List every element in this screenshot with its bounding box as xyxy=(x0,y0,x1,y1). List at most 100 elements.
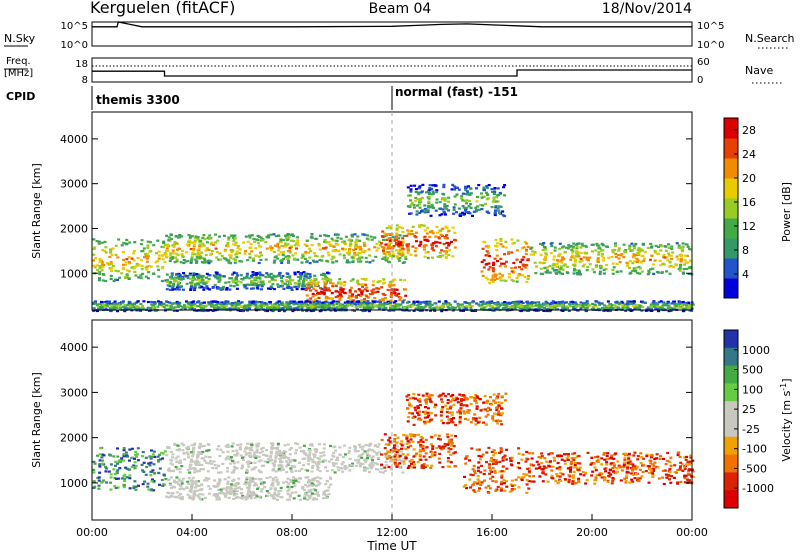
heat-cell xyxy=(252,259,255,262)
heat-cell xyxy=(244,306,247,309)
colorbar-tick-label: 12 xyxy=(742,220,756,233)
heat-cell xyxy=(394,293,398,297)
heat-cell xyxy=(491,268,495,271)
heat-cell xyxy=(404,255,408,258)
heat-cell xyxy=(271,276,275,279)
heat-cell xyxy=(228,261,232,265)
heat-cell xyxy=(244,235,248,238)
heat-cell xyxy=(250,280,253,283)
heat-cell xyxy=(327,254,331,257)
heat-cell xyxy=(349,286,353,289)
heat-cell xyxy=(468,212,472,215)
freq-right-tick-top: 60 xyxy=(697,57,710,68)
heat-cell xyxy=(197,463,201,466)
heat-cell xyxy=(457,188,461,191)
heat-cell xyxy=(167,236,171,239)
heat-cell xyxy=(420,224,424,227)
heat-cell xyxy=(169,476,173,479)
heat-cell xyxy=(199,256,202,259)
heat-cell xyxy=(204,254,208,257)
heat-cell xyxy=(402,447,406,450)
heat-cell xyxy=(548,265,552,268)
heat-cell xyxy=(280,277,283,280)
heat-cell xyxy=(278,274,281,277)
heat-cell xyxy=(615,262,619,265)
heat-cell xyxy=(445,208,449,211)
heat-cell xyxy=(442,250,446,253)
heat-cell xyxy=(653,305,657,308)
heat-cell xyxy=(210,304,214,307)
heat-cell xyxy=(526,258,530,261)
heat-cell xyxy=(232,236,235,239)
heat-cell xyxy=(302,463,306,467)
heat-cell xyxy=(487,184,491,187)
heat-cell xyxy=(304,250,308,254)
heat-cell xyxy=(531,305,535,308)
heat-cell xyxy=(260,301,264,304)
heat-cell xyxy=(634,269,638,272)
heat-cell xyxy=(310,233,314,236)
heat-cell xyxy=(499,243,503,246)
heat-cell xyxy=(331,303,335,306)
heat-cell xyxy=(290,245,293,248)
heat-cell xyxy=(140,239,144,242)
heat-cell xyxy=(483,241,487,244)
heat-cell xyxy=(109,249,113,252)
heat-cell xyxy=(230,456,233,459)
heat-cell xyxy=(186,447,189,450)
heat-cell xyxy=(293,484,297,487)
heat-cell xyxy=(606,245,609,248)
heat-cell xyxy=(632,254,636,257)
heat-cell xyxy=(217,480,221,483)
heat-cell xyxy=(425,209,429,212)
heat-cell xyxy=(351,260,355,263)
heat-cell xyxy=(576,242,579,245)
heat-cell xyxy=(308,262,312,265)
heat-cell xyxy=(216,301,220,304)
heat-cell xyxy=(252,302,256,305)
heat-cell xyxy=(305,244,309,247)
heat-cell xyxy=(280,455,284,458)
heat-cell xyxy=(260,450,264,453)
heat-cell xyxy=(293,271,297,274)
heat-cell xyxy=(98,302,102,306)
heat-cell xyxy=(348,248,351,251)
heat-cell xyxy=(165,255,169,258)
heat-cell xyxy=(430,464,434,467)
heat-cell xyxy=(639,267,642,270)
heat-cell xyxy=(226,245,230,248)
heat-cell xyxy=(144,252,147,255)
heat-cell xyxy=(641,306,645,309)
heat-cell xyxy=(494,238,498,241)
heat-cell xyxy=(132,249,136,253)
heat-cell xyxy=(287,286,291,290)
heat-cell xyxy=(132,485,136,488)
heat-cell xyxy=(411,225,415,228)
heat-cell xyxy=(535,265,539,268)
heat-cell xyxy=(591,305,595,308)
heat-cell xyxy=(269,450,273,454)
heat-cell xyxy=(504,279,508,282)
heat-cell xyxy=(348,469,352,472)
heat-cell xyxy=(196,305,200,308)
heat-cell xyxy=(285,237,289,240)
heat-cell xyxy=(534,304,538,307)
heat-cell xyxy=(465,199,469,202)
heat-cell xyxy=(267,307,271,310)
heat-cell xyxy=(327,241,331,244)
heat-cell xyxy=(192,272,196,275)
heat-cell xyxy=(424,244,428,247)
heat-cell xyxy=(214,233,217,236)
heat-cell xyxy=(269,302,273,305)
heat-cell xyxy=(190,258,194,261)
heat-cell xyxy=(219,448,223,451)
heat-cell xyxy=(476,205,480,208)
heat-cell xyxy=(632,267,636,270)
heat-cell xyxy=(495,245,499,248)
heat-cell xyxy=(577,269,581,272)
heat-cell xyxy=(518,273,522,276)
heat-cell xyxy=(301,284,305,287)
heat-cell xyxy=(254,456,258,459)
heat-cell xyxy=(395,238,399,241)
heat-cell xyxy=(259,236,263,239)
